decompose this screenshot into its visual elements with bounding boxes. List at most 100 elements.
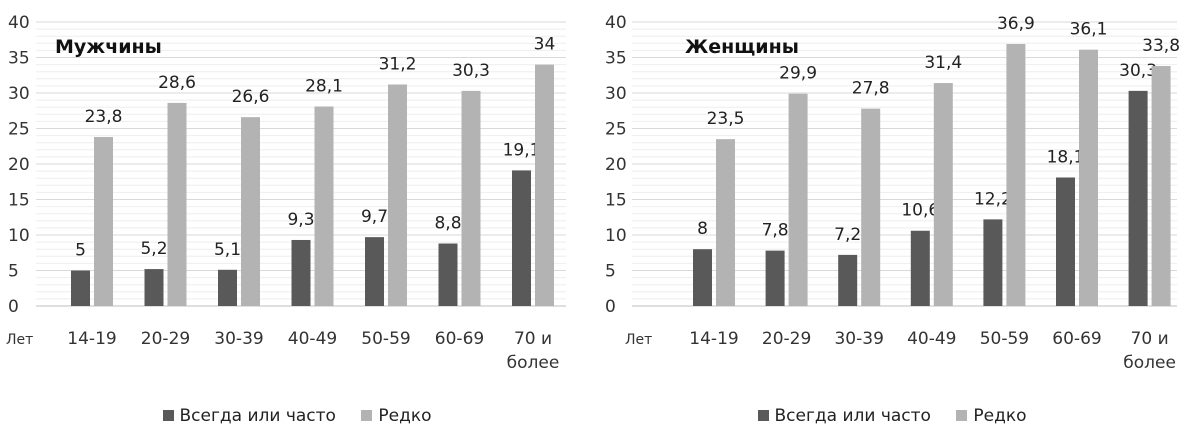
- y-tick-label: 0: [8, 297, 19, 317]
- bar-always-often: [218, 269, 237, 306]
- bar-rarely: [535, 64, 554, 306]
- chart-women-legend: Всегда или часто Редко: [595, 406, 1189, 426]
- bar-rarely: [1151, 66, 1171, 307]
- x-tick-label: 20-29: [762, 329, 811, 349]
- chart-women-plot: 0 5 10 15 20 25 30 35 40 Женщины Лет 8 23,5 14-19 7,8 2…: [605, 13, 1180, 373]
- legend-label-series-1: Всегда или часто: [774, 406, 931, 426]
- bar-rarely: [716, 139, 735, 306]
- chart-title: Мужчины: [55, 36, 162, 58]
- chart-men-plot: 0 5 10 15 20 25 30 35 40 Мужчины Лет 5 23,8 14-19 5,2 2…: [6, 13, 566, 373]
- data-label: 5: [75, 241, 86, 261]
- bar-rarely: [461, 90, 481, 307]
- data-label: 19,1: [503, 140, 541, 160]
- data-label: 28,1: [305, 76, 343, 96]
- legend-swatch-series-1: [757, 410, 769, 421]
- data-label: 10,6: [901, 201, 939, 221]
- legend-label-series-1: Всегда или часто: [179, 406, 336, 426]
- bar-rarely: [241, 117, 260, 306]
- bar-always-often: [1128, 90, 1148, 307]
- x-tick-label: 40-49: [288, 329, 337, 349]
- bar-always-often: [838, 254, 858, 306]
- bar-rarely: [861, 108, 881, 307]
- bar-always-often: [438, 243, 458, 306]
- bar-rarely: [933, 83, 953, 306]
- x-tick-label: 60-69: [435, 329, 484, 349]
- x-tick-label: 30-39: [214, 329, 263, 349]
- data-label: 30,3: [1119, 61, 1157, 81]
- chart-men-legend: Всегда или часто Редко: [0, 406, 594, 426]
- legend-swatch-series-2: [956, 410, 968, 421]
- y-tick-label: 25: [605, 120, 627, 140]
- bar-always-often: [910, 230, 930, 306]
- x-tick-label: более: [1123, 353, 1176, 373]
- y-tick-label: 25: [8, 120, 30, 140]
- x-tick-label: 70 и: [1131, 329, 1169, 349]
- legend-item-series-1: Всегда или часто: [162, 406, 336, 426]
- data-label: 9,7: [361, 207, 388, 227]
- y-tick-label: 10: [605, 226, 627, 246]
- x-tick-label: 30-39: [834, 329, 883, 349]
- bar-always-often: [144, 269, 164, 306]
- data-label: 27,8: [852, 79, 890, 99]
- data-label: 33,8: [1142, 36, 1180, 56]
- y-tick-label: 30: [605, 84, 627, 104]
- data-label: 34: [534, 35, 556, 55]
- data-label: 31,4: [924, 53, 962, 73]
- data-label: 36,1: [1070, 20, 1108, 40]
- data-label: 12,2: [974, 189, 1012, 209]
- y-tick-label: 35: [605, 49, 627, 69]
- x-axis-unit-label: Лет: [625, 332, 652, 348]
- data-label: 8,8: [434, 214, 461, 234]
- legend-swatch-series-2: [361, 410, 373, 421]
- chart-women: 0 5 10 15 20 25 30 35 40 Женщины Лет 8 23,5 14-19 7,8 2…: [595, 0, 1189, 432]
- data-label: 9,3: [287, 210, 314, 230]
- x-tick-label: 60-69: [1052, 329, 1101, 349]
- legend-label-series-2: Редко: [378, 406, 432, 426]
- x-tick-label: 40-49: [907, 329, 956, 349]
- x-tick-label: 14-19: [689, 329, 738, 349]
- data-label: 23,8: [85, 107, 123, 127]
- data-label: 29,9: [779, 64, 817, 84]
- bar-rarely: [1006, 44, 1026, 306]
- y-tick-label: 5: [8, 262, 19, 282]
- bar-rarely: [1079, 49, 1098, 306]
- legend-item-series-1: Всегда или часто: [757, 406, 931, 426]
- chart-title: Женщины: [685, 36, 799, 58]
- bar-rarely: [314, 106, 334, 307]
- x-axis-unit-label: Лет: [6, 332, 33, 348]
- bar-rarely: [94, 137, 113, 306]
- data-label: 30,3: [452, 61, 490, 81]
- bar-always-often: [765, 250, 785, 306]
- legend-item-series-2: Редко: [956, 406, 1027, 426]
- data-label: 28,6: [158, 73, 196, 93]
- x-tick-label: более: [507, 353, 560, 373]
- y-tick-label: 10: [8, 226, 30, 246]
- y-tick-label: 20: [605, 155, 627, 175]
- bar-always-often: [983, 219, 1003, 306]
- chart-men: 0 5 10 15 20 25 30 35 40 Мужчины Лет 5 23,8 14-19 5,2 2…: [0, 0, 594, 432]
- y-tick-label: 40: [8, 13, 30, 33]
- legend-item-series-2: Редко: [361, 406, 432, 426]
- data-label: 7,8: [762, 221, 789, 241]
- legend-swatch-series-1: [162, 410, 174, 421]
- bar-always-often: [512, 170, 531, 306]
- y-tick-label: 20: [8, 155, 30, 175]
- data-label: 8: [697, 219, 708, 239]
- data-label: 23,5: [707, 109, 745, 129]
- bar-always-often: [291, 239, 311, 306]
- data-label: 7,2: [834, 225, 861, 245]
- bar-always-often: [365, 237, 384, 306]
- y-tick-label: 30: [8, 84, 30, 104]
- bar-rarely: [167, 102, 187, 306]
- bar-always-often: [1056, 177, 1075, 306]
- data-label: 18,1: [1047, 147, 1085, 167]
- data-label: 26,6: [232, 87, 270, 107]
- y-tick-label: 40: [605, 13, 627, 33]
- x-tick-label: 50-59: [980, 329, 1029, 349]
- data-label: 5,2: [140, 239, 167, 259]
- data-label: 5,1: [214, 240, 241, 260]
- bar-rarely: [388, 84, 407, 306]
- bar-always-often: [693, 249, 712, 306]
- x-tick-label: 50-59: [361, 329, 410, 349]
- x-tick-label: 70 и: [514, 329, 552, 349]
